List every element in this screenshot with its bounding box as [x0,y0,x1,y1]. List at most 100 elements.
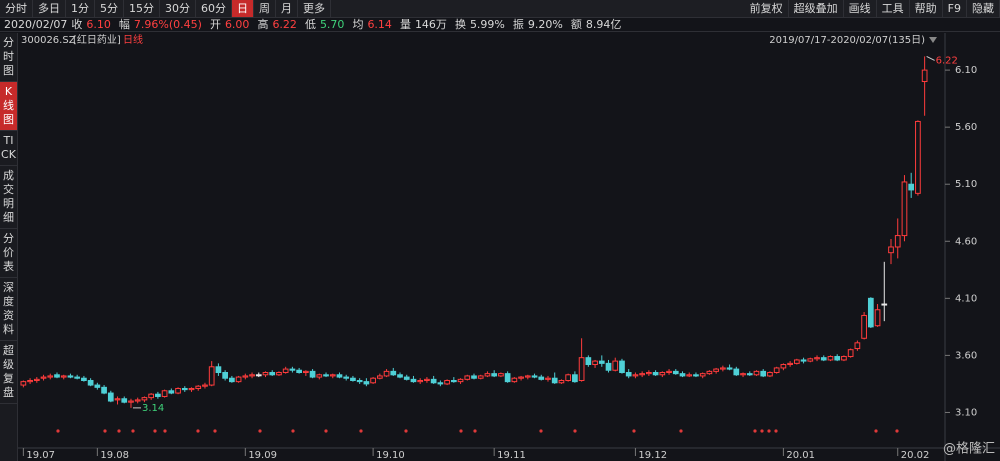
info-value: 6.14 [367,18,392,31]
candle-body [397,374,403,378]
stock-code: 300026.SZ [21,35,76,46]
candle-body [437,382,444,385]
x-tick-label: 20.02 [901,450,930,461]
candle-body [383,370,390,377]
x-tick-label: 19.09 [248,450,277,461]
candle-body [646,372,652,375]
info-label: 振 [512,18,524,31]
tab[interactable]: 1分 [66,0,95,17]
candle-body [276,372,282,376]
tab[interactable]: 周 [254,0,276,17]
candle-body [316,374,323,378]
candle-body [356,379,363,383]
candle-body [901,181,908,237]
info-value: 6.22 [272,18,297,31]
candle-body [410,378,417,383]
info-label: 幅 [118,18,130,31]
candle-body [235,376,242,383]
candle-body [619,360,625,374]
tab[interactable]: 月 [276,0,298,17]
side-tab[interactable]: 成交明细 [0,166,17,229]
info-value: 9.20% [527,18,563,31]
candle-body [444,379,450,385]
tab[interactable]: 15分 [124,0,160,17]
tab[interactable]: 60分 [196,0,232,17]
tool-button[interactable]: 前复权 [745,0,789,17]
candle-body [155,393,161,397]
candle-body [114,398,121,401]
candle-body [578,357,585,381]
candle-body [107,392,114,402]
candle-body [20,381,27,386]
candle-body [430,378,437,384]
candle-body [195,385,202,389]
candle-body [787,362,793,366]
candle-body [40,376,47,379]
tools: 前复权 超级叠加 画线 工具 帮助 F9 隐藏 [745,0,1000,17]
date-range: 2019/07/17-2020/02/07(135日) [769,35,925,46]
period: 日线 [123,33,143,46]
candle-body [760,370,767,377]
candle-body [343,376,350,379]
candle-body [202,384,208,387]
candle-body [60,375,67,378]
candle-body [666,370,672,374]
tab[interactable]: 30分 [160,0,196,17]
tool-button[interactable]: 画线 [844,0,877,17]
side-tab[interactable]: K线图 [0,82,17,131]
info-value: 6.00 [224,18,250,31]
candle-body [740,373,746,376]
side-tab[interactable]: 深度资料 [0,278,17,341]
candle-body [558,379,565,384]
watermark: @格隆汇 [943,441,995,457]
candle-body [726,367,733,370]
info-label: 开 [209,18,221,31]
candle-body [175,387,181,394]
candle-body [302,370,309,374]
side-tab[interactable]: 分价表 [0,229,17,278]
candle-body [350,377,356,381]
tool-button[interactable]: F9 [943,0,967,17]
y-tick-label: 5.10 [955,179,977,190]
candle-body [94,384,101,388]
x-tick-label: 19.08 [100,450,129,461]
candle-body [598,360,605,364]
annotation-line [926,55,935,61]
side-tab[interactable]: 分时图 [0,33,17,82]
candle-body [188,387,195,391]
candle-body [773,367,780,374]
candle-body [820,357,827,361]
side-tab[interactable]: TICK [0,131,17,166]
candle-body [861,314,867,339]
candle-body [450,379,457,383]
tool-button[interactable]: 帮助 [910,0,943,17]
candle-body [679,373,686,377]
candle-body [585,357,592,366]
y-tick-label: 5.60 [955,122,977,133]
tab[interactable]: 5分 [95,0,124,17]
candle-body [208,366,215,386]
candle-body [336,374,343,378]
info-value: 146万 [414,18,447,31]
candle-body [27,379,33,383]
candle-body [121,398,128,403]
candle-body [54,374,60,378]
candle-body [141,397,148,401]
tab[interactable]: 多日 [33,0,66,17]
tab[interactable]: 更多 [298,0,331,17]
candle-body [592,360,598,366]
candle-body [746,373,753,376]
candle-body [518,376,524,379]
side-tab[interactable]: 超级复盘 [0,341,17,404]
sidebar: 分时图 K线图 TICK 成交明细 分价表 深度资料 超级复盘 [0,33,18,461]
candle-body [888,246,894,254]
annotation: 3.14 [142,403,164,414]
candle-body [894,235,901,248]
tab[interactable]: 日 [232,0,254,17]
candle-body [538,376,545,380]
tab[interactable]: 分时 [0,0,33,17]
tool-button[interactable]: 工具 [877,0,910,17]
candle-body [780,364,787,369]
tool-button[interactable]: 超级叠加 [789,0,844,17]
